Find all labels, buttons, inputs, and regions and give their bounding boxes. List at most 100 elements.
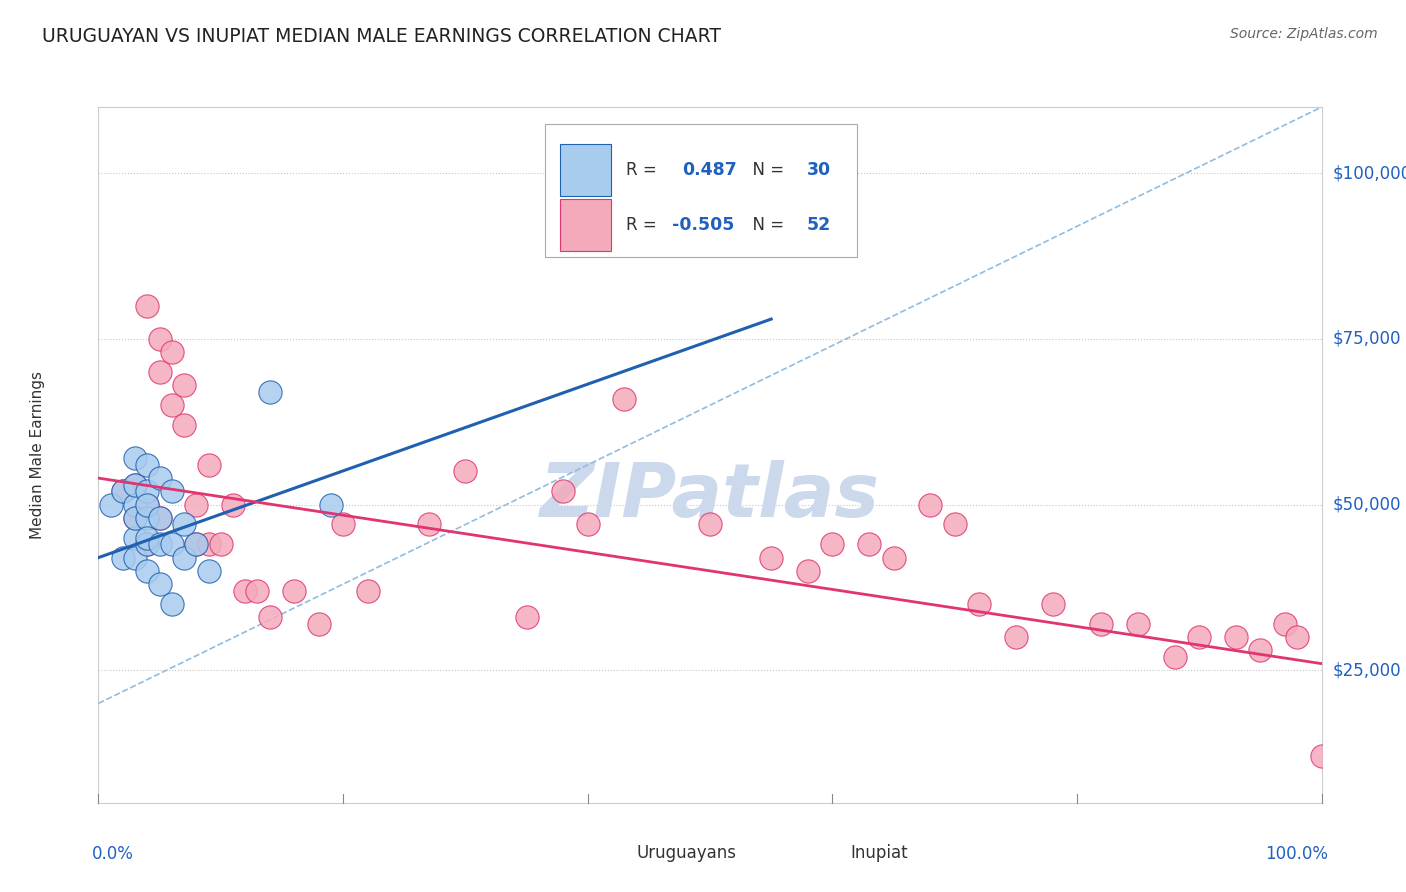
Point: [319, 498, 342, 512]
Point: [1164, 650, 1187, 665]
Point: [160, 484, 183, 499]
Point: [111, 484, 134, 499]
Point: [797, 564, 820, 578]
Point: [576, 517, 599, 532]
Point: [1090, 616, 1112, 631]
Point: [613, 392, 636, 406]
Text: 52: 52: [807, 217, 831, 235]
Point: [1225, 630, 1247, 644]
Point: [173, 378, 195, 392]
Point: [149, 511, 172, 525]
Point: [197, 458, 219, 472]
Point: [233, 583, 256, 598]
Point: [111, 550, 134, 565]
Text: $50,000: $50,000: [1333, 496, 1402, 514]
Point: [1128, 616, 1150, 631]
Point: [197, 564, 219, 578]
Point: [100, 498, 122, 512]
Point: [136, 299, 159, 313]
Point: [149, 471, 172, 485]
Text: $25,000: $25,000: [1333, 661, 1402, 680]
FancyBboxPatch shape: [560, 144, 612, 195]
Point: [1249, 643, 1271, 657]
Text: -0.505: -0.505: [672, 217, 734, 235]
Point: [259, 384, 281, 399]
Text: $100,000: $100,000: [1333, 164, 1406, 182]
Point: [136, 498, 159, 512]
Point: [209, 537, 232, 551]
Point: [160, 597, 183, 611]
Point: [173, 517, 195, 532]
Text: 0.0%: 0.0%: [93, 845, 134, 863]
Text: N =: N =: [742, 161, 789, 178]
Point: [1042, 597, 1064, 611]
Point: [1310, 749, 1333, 764]
Point: [124, 511, 146, 525]
Point: [124, 451, 146, 466]
Point: [1004, 630, 1026, 644]
Point: [136, 537, 159, 551]
Point: [308, 616, 330, 631]
Point: [149, 511, 172, 525]
Point: [735, 233, 758, 247]
Point: [136, 511, 159, 525]
Text: Uruguayans: Uruguayans: [637, 844, 737, 862]
Point: [186, 537, 208, 551]
Point: [1274, 616, 1296, 631]
Point: [699, 517, 721, 532]
Text: $75,000: $75,000: [1333, 330, 1402, 348]
Text: R =: R =: [626, 217, 662, 235]
Point: [186, 537, 208, 551]
Text: Source: ZipAtlas.com: Source: ZipAtlas.com: [1230, 27, 1378, 41]
Point: [173, 418, 195, 433]
Point: [124, 477, 146, 491]
Point: [332, 517, 354, 532]
Text: 100.0%: 100.0%: [1265, 845, 1327, 863]
Text: 30: 30: [807, 161, 831, 178]
Point: [136, 498, 159, 512]
Point: [283, 583, 305, 598]
Point: [356, 583, 378, 598]
Point: [173, 550, 195, 565]
Point: [136, 564, 159, 578]
Point: [136, 537, 159, 551]
Point: [418, 517, 440, 532]
Point: [124, 531, 146, 545]
Point: [553, 484, 575, 499]
Text: 0.487: 0.487: [682, 161, 737, 178]
Text: Median Male Earnings: Median Male Earnings: [30, 371, 45, 539]
Point: [136, 458, 159, 472]
Point: [967, 597, 990, 611]
Text: ZIPatlas: ZIPatlas: [540, 460, 880, 533]
Point: [160, 537, 183, 551]
Point: [821, 537, 844, 551]
Text: R =: R =: [626, 161, 666, 178]
Point: [761, 550, 783, 565]
Point: [222, 498, 245, 512]
Point: [920, 498, 942, 512]
Point: [197, 537, 219, 551]
Point: [186, 498, 208, 512]
Point: [124, 477, 146, 491]
FancyBboxPatch shape: [560, 199, 612, 252]
Point: [149, 332, 172, 346]
Point: [454, 465, 477, 479]
Point: [246, 583, 269, 598]
Point: [160, 398, 183, 412]
FancyBboxPatch shape: [546, 125, 856, 257]
Point: [943, 517, 966, 532]
Point: [124, 550, 146, 565]
Text: Inupiat: Inupiat: [851, 844, 908, 862]
Point: [160, 345, 183, 359]
Point: [136, 484, 159, 499]
Point: [124, 511, 146, 525]
Point: [124, 498, 146, 512]
Point: [1286, 630, 1309, 644]
Point: [1188, 630, 1211, 644]
Point: [136, 531, 159, 545]
Text: N =: N =: [742, 217, 789, 235]
Point: [149, 577, 172, 591]
Point: [149, 365, 172, 379]
Point: [259, 610, 281, 624]
FancyBboxPatch shape: [588, 839, 621, 866]
